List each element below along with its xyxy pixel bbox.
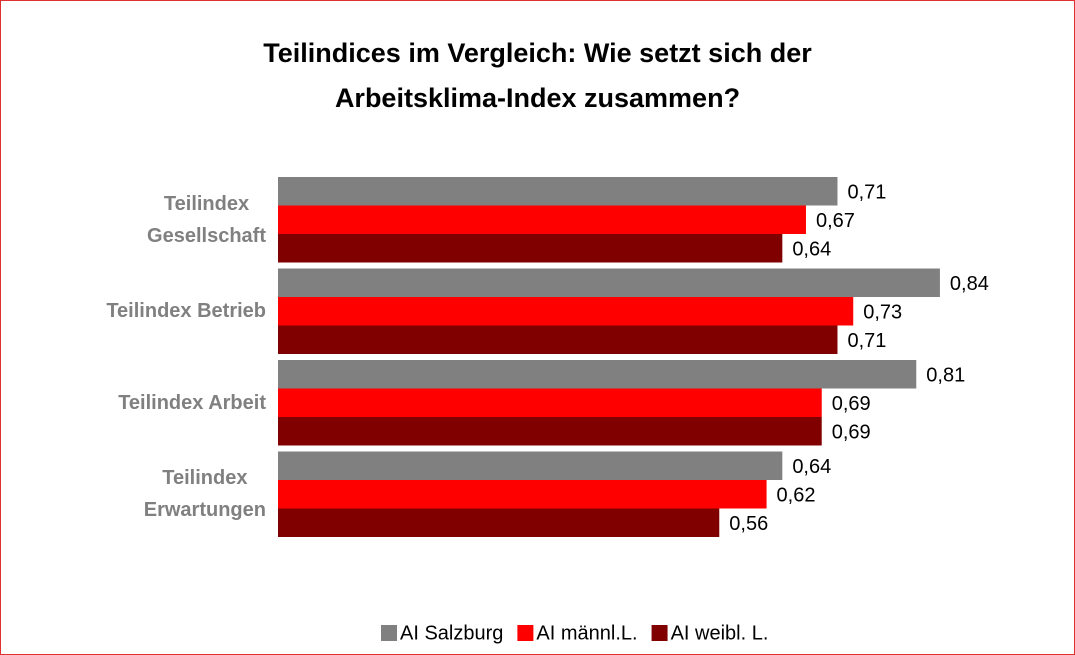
legend-label: AI männl.L. — [536, 622, 637, 644]
bar — [278, 451, 783, 480]
bar — [278, 268, 940, 297]
value-label: 0,69 — [832, 393, 871, 415]
value-label: 0,56 — [729, 513, 768, 535]
value-label: 0,71 — [847, 330, 886, 352]
legend-swatch — [381, 625, 397, 641]
legend-label: AI weibl. L. — [671, 622, 769, 644]
legend-label: AI Salzburg — [400, 622, 503, 644]
legend-swatch — [517, 625, 534, 641]
category-text: Teilindex Arbeit — [118, 391, 266, 414]
bar — [278, 360, 917, 389]
bar — [278, 480, 767, 509]
category-label: Teilindex Gesellschaft — [6, 188, 266, 252]
value-label: 0,81 — [926, 365, 965, 387]
value-label: 0,62 — [777, 485, 816, 507]
value-label: 0,69 — [832, 422, 871, 444]
bar — [278, 297, 854, 326]
category-text: Teilindex Betrieb — [106, 300, 266, 323]
bar — [278, 177, 838, 206]
bar — [278, 234, 783, 263]
bar — [278, 417, 822, 446]
bar — [278, 388, 822, 417]
value-label: 0,84 — [950, 273, 989, 295]
category-label: Teilindex Arbeit — [6, 387, 266, 419]
value-label: 0,73 — [863, 302, 902, 324]
value-label: 0,71 — [847, 182, 886, 204]
category-label: Teilindex Betrieb — [6, 295, 266, 327]
value-label: 0,64 — [792, 456, 831, 478]
category-text: Teilindex Gesellschaft — [147, 192, 266, 247]
legend-swatch — [651, 625, 668, 641]
category-text: Teilindex Erwartungen — [143, 467, 266, 522]
value-label: 0,67 — [816, 210, 855, 232]
bar — [278, 205, 806, 234]
chart-title: Teilindices im Vergleich: Wie setzt sich… — [263, 38, 812, 113]
bar — [278, 325, 838, 354]
bar — [278, 508, 720, 537]
value-label: 0,64 — [792, 239, 831, 261]
category-label: Teilindex Erwartungen — [6, 462, 266, 526]
